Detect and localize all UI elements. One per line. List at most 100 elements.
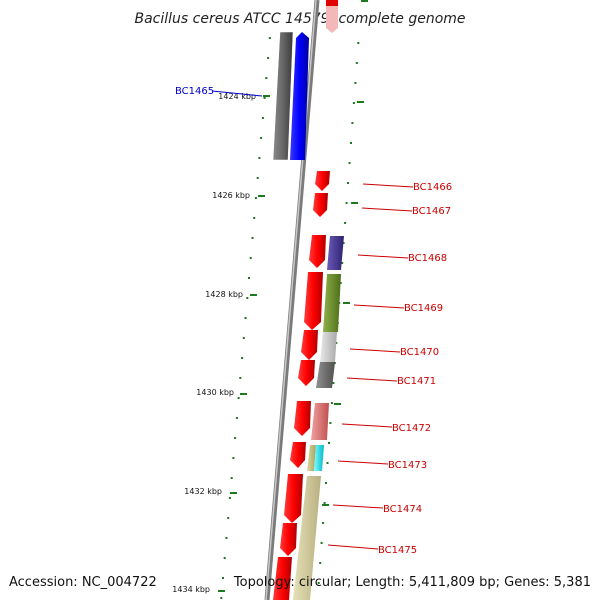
kbp-ticks: 1424 kbp 1426 kbp 1428 kbp 1430 kbp 1432… (172, 92, 270, 594)
ruler-dot (329, 422, 332, 424)
ruler-ticks-right (322, 0, 368, 506)
genome-backbone-highlight (265, 0, 317, 600)
gene-BC1470[interactable] (301, 330, 318, 360)
gene-label[interactable]: BC1474 (383, 504, 422, 515)
gene-BC1465[interactable] (290, 32, 309, 160)
kbp-tick-mark (230, 492, 237, 494)
ruler-dot (244, 317, 247, 319)
gene-BC1469[interactable] (304, 272, 323, 330)
ruler-dot (320, 542, 323, 544)
ruler-dot (234, 437, 237, 439)
gene-label[interactable]: BC1471 (397, 376, 436, 387)
ruler-dot (341, 262, 344, 264)
ruler-dot (339, 282, 342, 284)
topology-text: Topology: circular; Length: 5,411,809 bp… (233, 575, 591, 590)
annotation-bar (307, 445, 316, 471)
gene-label[interactable]: BC1469 (404, 303, 443, 314)
label-leaders (211, 90, 414, 550)
ruler-dot (354, 82, 357, 84)
ruler-dots-left (220, 37, 271, 599)
kbp-tick-mark (263, 95, 270, 97)
annotation-bar (311, 403, 329, 440)
ruler-dot (328, 442, 330, 444)
gene-label[interactable]: BC1465 (175, 86, 214, 97)
gene-partial-bottom[interactable] (273, 557, 292, 600)
ruler-dot (342, 242, 345, 244)
accession-text: Accession: NC_004722 (9, 575, 157, 590)
ruler-dot (249, 257, 252, 259)
annotation-bar (323, 274, 341, 332)
ruler-dot (260, 137, 263, 139)
ruler-dot (246, 297, 249, 299)
ruler-dot (323, 502, 326, 504)
map-title: Bacillus cereus ATCC 14579, complete gen… (134, 11, 465, 27)
ruler-dot (347, 182, 349, 184)
ruler-dot (325, 482, 327, 484)
partial-feature-top-red (326, 0, 338, 6)
gene-label[interactable]: BC1467 (412, 206, 451, 217)
gene-label[interactable]: BC1472 (392, 423, 431, 434)
ruler-dot (261, 117, 264, 119)
gene-label[interactable]: BC1466 (413, 182, 452, 193)
kbp-tick-label: 1424 kbp (218, 92, 256, 101)
ruler-dot (357, 42, 360, 44)
ruler-dot (241, 357, 244, 359)
ruler-dot (220, 597, 223, 599)
annotation-bar (314, 445, 324, 471)
ruler-dot (345, 202, 348, 204)
gene-BC1466[interactable] (315, 171, 330, 191)
ruler-dot (258, 157, 261, 159)
gene-label[interactable]: BC1475 (378, 545, 417, 556)
ruler-dot (228, 497, 231, 499)
ruler-dot (332, 382, 335, 384)
ruler-dot (256, 177, 259, 179)
gene-BC1474[interactable] (284, 474, 303, 523)
gene-label[interactable]: BC1473 (388, 460, 427, 471)
kbp-tick-label: 1428 kbp (205, 290, 243, 299)
genome-backbone (264, 0, 320, 600)
ruler-dot (230, 477, 233, 479)
ruler-dot (232, 457, 235, 459)
ruler-dot (253, 217, 256, 219)
annotation-bar (316, 362, 335, 388)
gene-label[interactable]: BC1470 (400, 347, 439, 358)
gene-BC1467[interactable] (313, 193, 328, 217)
ruler-dots-right (317, 42, 360, 584)
ruler-dot (326, 462, 329, 464)
ruler-dot (237, 397, 240, 399)
kbp-tick-label: 1430 kbp (196, 388, 234, 397)
kbp-tick-label: 1434 kbp (172, 585, 210, 594)
ruler-dot (227, 517, 230, 519)
kbp-tick-mark (258, 195, 265, 197)
gene-BC1471[interactable] (298, 360, 315, 386)
gene-feature-gray[interactable] (272, 31, 294, 161)
red-genes (273, 171, 330, 600)
gene-BC1472[interactable] (294, 401, 311, 436)
ruler-dot (222, 577, 224, 579)
gene-labels: BC1465 BC1466 BC1467 BC1468 BC1469 BC147… (175, 86, 452, 556)
ruler-dot (317, 582, 320, 584)
ruler-dot (254, 197, 257, 199)
ruler-dot (350, 142, 352, 144)
ruler-dot (251, 237, 254, 239)
ruler-dot (344, 222, 347, 224)
kbp-tick-label: 1432 kbp (184, 487, 222, 496)
ruler-dot (352, 102, 355, 104)
ruler-dot (265, 77, 268, 79)
gene-label[interactable]: BC1468 (408, 253, 447, 264)
gene-BC1475[interactable] (280, 523, 297, 556)
ruler-dot (242, 337, 245, 339)
gene-BC1468[interactable] (309, 235, 326, 268)
ruler-dot (355, 62, 358, 64)
kbp-tick-mark (218, 590, 225, 592)
ruler-dot (223, 557, 226, 559)
partial-feature-top (326, 0, 338, 33)
ruler-dot (267, 57, 270, 59)
gene-BC1473[interactable] (290, 442, 306, 468)
annotation-bar (327, 236, 344, 270)
ruler-dot (351, 122, 354, 124)
ruler-dot (248, 277, 250, 279)
annotation-bar (293, 476, 321, 600)
ruler-dot (263, 97, 266, 99)
